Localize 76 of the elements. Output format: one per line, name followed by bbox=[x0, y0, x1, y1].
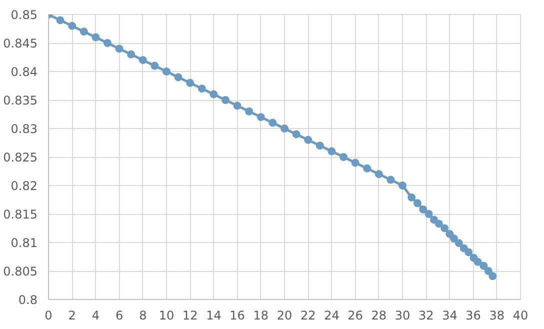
x-tick-label: 22 bbox=[300, 308, 316, 322]
point bbox=[450, 234, 458, 243]
x-tick-label: 36 bbox=[466, 308, 481, 322]
y-tick-label: 0.8 bbox=[18, 293, 38, 307]
x-tick-label: 2 bbox=[68, 308, 76, 322]
x-tick-label: 18 bbox=[253, 308, 269, 322]
x-tick-label: 16 bbox=[230, 308, 245, 322]
y-tick-label: 0.81 bbox=[10, 236, 38, 250]
point bbox=[138, 56, 147, 64]
y-tick-label: 0.825 bbox=[3, 150, 38, 164]
x-tick-label: 28 bbox=[371, 308, 387, 322]
point bbox=[304, 136, 312, 144]
y-tick-label: 0.815 bbox=[3, 208, 38, 222]
y-tick-label: 0.845 bbox=[3, 36, 38, 50]
point bbox=[104, 39, 112, 47]
point bbox=[268, 118, 277, 127]
y-tick-label: 0.805 bbox=[3, 264, 38, 278]
y-tick-label: 0.84 bbox=[10, 65, 38, 79]
x-tick-label: 34 bbox=[442, 308, 458, 322]
y-tick-label: 0.835 bbox=[3, 94, 38, 108]
point bbox=[480, 262, 488, 270]
point bbox=[292, 130, 300, 138]
x-tick-label: 8 bbox=[139, 308, 147, 322]
x-tick-label: 38 bbox=[489, 308, 505, 322]
point bbox=[484, 267, 492, 275]
point bbox=[233, 102, 242, 110]
x-tick-label: 40 bbox=[512, 308, 528, 322]
point bbox=[434, 220, 443, 228]
point bbox=[222, 96, 230, 104]
point bbox=[198, 84, 206, 93]
point bbox=[430, 216, 438, 224]
x-tick-label: 24 bbox=[324, 308, 340, 322]
point bbox=[440, 224, 449, 232]
point bbox=[419, 205, 428, 214]
point bbox=[351, 158, 360, 167]
y-tick-label: 0.82 bbox=[10, 179, 38, 193]
point bbox=[454, 239, 463, 248]
y-tick-label: 0.85 bbox=[10, 8, 38, 22]
point bbox=[115, 44, 124, 53]
x-tick-label: 32 bbox=[418, 308, 434, 322]
point bbox=[56, 16, 64, 24]
point bbox=[127, 50, 136, 58]
point bbox=[68, 22, 76, 30]
point bbox=[328, 147, 336, 156]
point bbox=[363, 164, 372, 172]
point bbox=[488, 272, 497, 280]
point bbox=[256, 113, 265, 122]
x-tick-label: 6 bbox=[115, 308, 124, 322]
point bbox=[340, 153, 348, 161]
x-tick-label: 0 bbox=[44, 308, 52, 322]
point bbox=[92, 33, 100, 42]
point bbox=[413, 199, 422, 208]
x-tick-label: 30 bbox=[394, 308, 410, 322]
x-tick-label: 10 bbox=[158, 308, 174, 322]
point bbox=[316, 142, 324, 150]
point bbox=[245, 107, 254, 116]
point bbox=[174, 73, 182, 82]
point bbox=[150, 62, 159, 70]
y-tick-label: 0.83 bbox=[10, 122, 38, 136]
point bbox=[162, 68, 170, 76]
point bbox=[210, 90, 218, 98]
point bbox=[80, 28, 88, 36]
x-tick-label: 4 bbox=[92, 308, 100, 322]
x-tick-label: 26 bbox=[348, 308, 363, 322]
x-tick-label: 20 bbox=[276, 308, 292, 322]
point bbox=[408, 193, 416, 202]
point bbox=[424, 210, 433, 218]
point bbox=[474, 258, 482, 266]
point bbox=[464, 248, 473, 256]
x-tick-label: 14 bbox=[206, 308, 222, 322]
point bbox=[186, 78, 194, 87]
x-tick-label: 12 bbox=[182, 308, 198, 322]
point bbox=[386, 176, 395, 184]
point bbox=[280, 124, 288, 132]
point bbox=[398, 182, 406, 190]
point bbox=[374, 170, 383, 178]
